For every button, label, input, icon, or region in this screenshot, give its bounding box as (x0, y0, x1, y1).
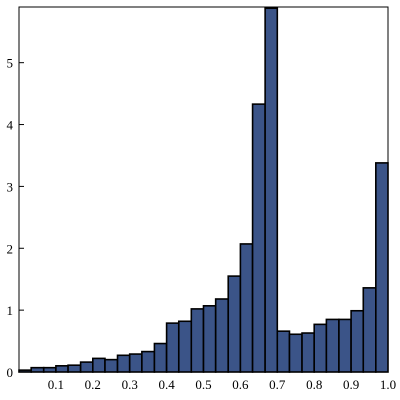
histogram-bar (313, 323, 328, 373)
histogram-bar (190, 308, 205, 373)
histogram-bar (42, 366, 57, 373)
histogram-bar (362, 287, 377, 373)
x-tick-label: 0.1 (48, 377, 64, 392)
histogram-bars (18, 7, 389, 373)
x-tick-label: 0.2 (85, 377, 101, 392)
histogram-bar (288, 333, 303, 373)
histogram-bar (350, 309, 365, 373)
histogram-bar (177, 320, 193, 373)
histogram-bar (79, 361, 94, 373)
histogram-bar (375, 162, 389, 373)
x-axis: 0.1 0.2 0.3 0.4 0.5 0.6 0.7 0.8 0.9 1.0 (48, 367, 396, 392)
histogram-bar (214, 298, 230, 373)
y-tick-label: 4 (7, 118, 14, 133)
histogram-bar (301, 332, 315, 373)
histogram-bar (128, 353, 143, 373)
y-tick-label: 1 (7, 303, 14, 318)
histogram-bar (153, 342, 168, 373)
y-axis: 0 1 2 3 4 5 (7, 56, 24, 380)
histogram-bar (264, 7, 279, 373)
histogram-bar (227, 275, 242, 373)
x-tick-label: 0.7 (269, 377, 286, 392)
histogram-bar (141, 350, 156, 373)
y-tick-label: 0 (7, 365, 14, 380)
y-tick-label: 2 (7, 241, 14, 256)
x-tick-label: 0.8 (306, 377, 322, 392)
x-tick-label: 0.4 (158, 377, 175, 392)
histogram-bar (30, 366, 45, 373)
histogram-bar (67, 364, 82, 373)
histogram-bar (104, 358, 119, 373)
x-tick-label: 0.3 (122, 377, 138, 392)
y-tick-label: 5 (7, 56, 14, 71)
histogram-bar (239, 243, 254, 373)
histogram-bar (325, 318, 340, 373)
histogram-bar (165, 322, 180, 373)
histogram-bar (276, 330, 291, 373)
histogram-bar (55, 365, 69, 373)
histogram-bar (202, 305, 217, 373)
y-tick-label: 3 (7, 179, 14, 194)
x-tick-label: 0.9 (343, 377, 359, 392)
histogram-bar (92, 357, 106, 373)
x-tick-label: 0.6 (232, 377, 249, 392)
x-tick-label: 0.5 (195, 377, 211, 392)
histogram-bar (116, 354, 131, 373)
histogram-bar (338, 318, 352, 373)
histogram-bar (251, 103, 266, 373)
x-tick-label: 1.0 (380, 377, 396, 392)
